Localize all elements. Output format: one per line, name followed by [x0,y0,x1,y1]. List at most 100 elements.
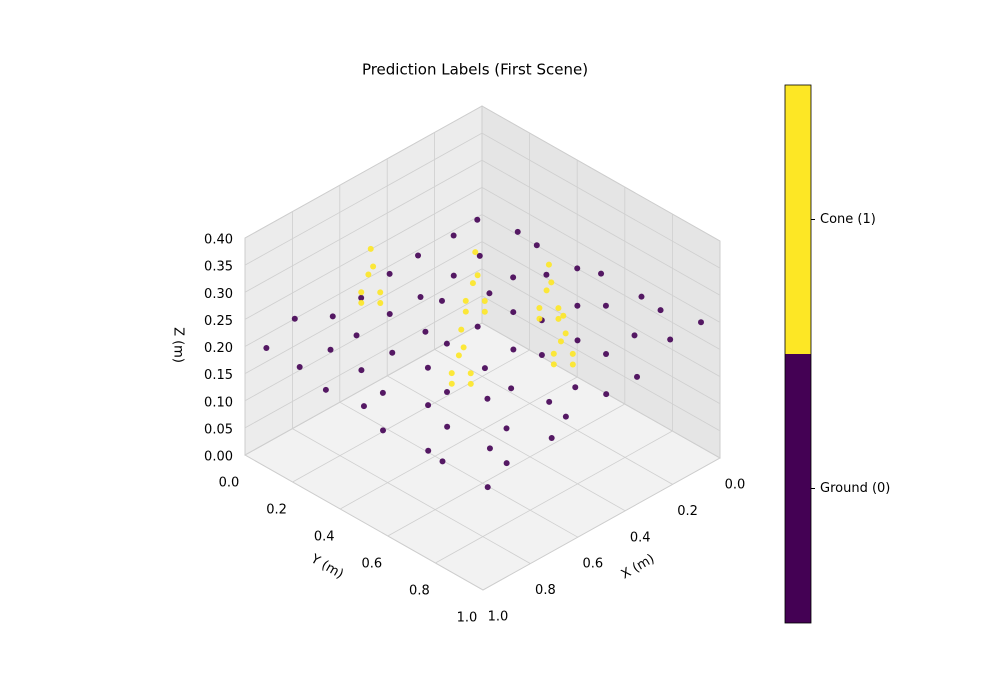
grid-line [481,268,721,405]
point [557,338,564,345]
point [631,332,638,339]
colorbar-frame [784,84,812,624]
grid-line [387,375,626,512]
point [291,315,298,322]
grid-line [481,105,721,242]
point [458,326,465,333]
point [329,313,336,320]
point [657,307,664,314]
points [263,216,704,491]
colorbar: Ground (0) Cone (1) [784,84,890,624]
point [379,389,386,396]
point [450,232,457,239]
grid-line [244,295,483,429]
point [467,370,474,377]
point [481,365,488,372]
point [455,352,462,359]
point [574,337,581,344]
point [474,323,481,330]
point [574,265,581,272]
colorbar-segment [785,85,811,354]
point [481,308,488,315]
grid-line [481,214,721,350]
point [562,330,569,337]
point [562,413,569,420]
point [602,302,609,309]
y-axis-label: Y (m) [307,551,346,582]
point [367,245,374,252]
point [598,270,605,277]
point [533,242,540,249]
z-tick-label: 0.20 [204,341,233,356]
point [370,263,377,270]
point [550,350,557,357]
point [358,289,365,296]
point [503,425,510,432]
point [469,280,476,287]
point [536,305,543,312]
point [550,361,557,368]
point [538,351,545,358]
z-tick-label: 0.30 [204,287,233,302]
point [444,423,451,430]
point [358,294,365,301]
point [438,297,445,304]
colorbar-tick-label: Ground (0) [820,481,890,496]
y-tick-label: 0.8 [409,584,430,599]
point [546,398,553,405]
point [481,298,488,305]
point [484,484,491,491]
point [474,216,481,223]
grid-line [292,349,530,483]
point [365,271,372,278]
point [486,290,493,297]
point [474,272,481,279]
point [510,309,517,316]
point [510,274,517,281]
point [444,389,450,395]
point [360,403,367,410]
x-tick-label: 0.6 [582,557,603,572]
y-tick-label: 0.4 [314,530,335,545]
grid-line [244,241,483,374]
grid-line [244,132,483,266]
grid [244,105,721,591]
point [472,249,479,256]
point [353,332,360,339]
point [560,312,567,319]
point [417,293,424,300]
point [389,349,396,356]
point [667,336,674,343]
point [422,328,429,335]
z-tick-label: 0.00 [204,450,233,465]
point [386,311,393,318]
point [476,252,483,259]
point [377,289,384,296]
point [536,315,543,322]
point [425,447,432,454]
point [327,346,334,353]
point [603,351,610,358]
point [484,395,491,402]
grid-line [339,401,578,538]
point [460,344,467,351]
point [510,346,517,353]
x-tick-label: 0.8 [535,583,556,598]
point [358,299,365,306]
point [448,380,455,387]
grid-line [481,132,721,269]
x-tick-label: 0.4 [630,530,651,545]
grid-line [435,430,673,564]
point [443,340,450,347]
grid-line [292,428,531,564]
z-tick-label: 0.05 [204,422,233,437]
point [322,386,329,393]
point [424,364,431,371]
z-tick-label: 0.35 [204,260,233,275]
z-tick-label: 0.25 [204,314,233,329]
point [548,279,555,286]
z-tick-label: 0.10 [204,395,233,410]
chart-title: Prediction Labels (First Scene) [362,61,588,79]
point [555,315,562,322]
point [574,302,581,309]
